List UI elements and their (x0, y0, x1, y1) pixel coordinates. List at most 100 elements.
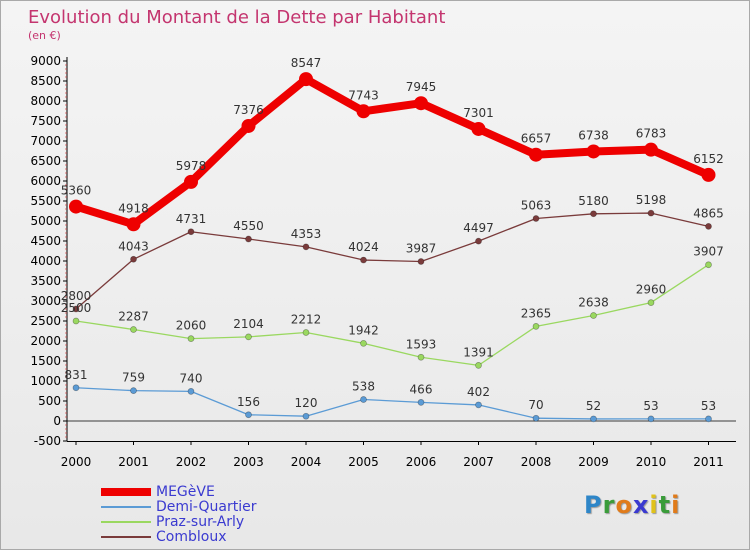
data-point (72, 305, 80, 313)
y-tick-label: 3500 (30, 274, 61, 288)
data-label: 2104 (233, 317, 264, 331)
y-tick-label: 2000 (30, 334, 61, 348)
data-label: 831 (65, 368, 88, 382)
data-label: 53 (701, 399, 716, 413)
data-point (475, 362, 482, 369)
y-tick-label: 1500 (30, 354, 61, 368)
data-label: 6657 (521, 132, 552, 146)
data-label: 4497 (463, 221, 494, 235)
data-label: 4865 (693, 206, 724, 220)
data-point (471, 121, 486, 136)
legend-item: Praz-sur-Arly (101, 514, 401, 530)
data-label: 4731 (176, 212, 207, 226)
axes: -500050010001500200025003000350040004500… (30, 54, 736, 469)
legend-label: Combloux (156, 529, 227, 545)
data-label: 538 (352, 379, 375, 393)
data-label: 2287 (118, 310, 149, 324)
data-point (590, 415, 597, 423)
data-point (360, 339, 367, 347)
legend-swatch (101, 506, 151, 508)
data-point (187, 335, 195, 342)
x-tick-label: 2001 (118, 455, 149, 469)
data-label: 3907 (693, 245, 724, 259)
data-point (705, 415, 712, 423)
y-tick-label: 3000 (30, 294, 61, 308)
data-label: 1942 (348, 323, 379, 337)
x-tick-label: 2007 (463, 455, 494, 469)
data-label: 1391 (463, 345, 494, 359)
x-tick-label: 2010 (636, 455, 667, 469)
x-tick-label: 2011 (693, 455, 724, 469)
legend-item: MEGèVE (101, 484, 401, 500)
data-point (586, 144, 601, 159)
data-point (245, 333, 252, 341)
data-point (590, 312, 597, 319)
data-label: 5063 (521, 198, 552, 212)
data-label: 4024 (348, 240, 379, 254)
data-point (130, 387, 137, 394)
logo-letter: x (632, 491, 650, 519)
x-tick-label: 2005 (348, 455, 379, 469)
data-label: 5180 (578, 194, 609, 208)
x-tick-label: 2009 (578, 455, 609, 469)
data-point (241, 118, 256, 133)
data-point (417, 353, 425, 361)
data-point (302, 412, 310, 420)
data-label: 156 (237, 395, 260, 409)
data-point (356, 104, 371, 119)
logo-letter: i (671, 491, 681, 519)
chart-title: Evolution du Montant de la Dette par Hab… (28, 7, 446, 28)
y-tick-label: 5000 (30, 214, 61, 228)
logo-letter: o (615, 491, 633, 519)
legend-label: Praz-sur-Arly (156, 514, 245, 530)
data-label: 3987 (406, 242, 437, 256)
data-point (532, 323, 540, 330)
data-point (302, 243, 310, 251)
legend-label: MEGèVE (156, 484, 215, 500)
data-label: 740 (180, 371, 203, 385)
chart-unit: (en €) (28, 29, 61, 42)
data-point (417, 399, 425, 406)
series-layer (69, 72, 716, 423)
proxiti-logo: Proxiti (584, 491, 680, 519)
legend-item: Combloux (101, 529, 401, 545)
data-point (532, 414, 540, 422)
y-tick-label: 1000 (30, 374, 61, 388)
series-line-3 (75, 212, 710, 310)
y-tick-label: 7500 (30, 114, 61, 128)
data-label: 2638 (578, 295, 609, 309)
data-label: 759 (122, 371, 145, 385)
data-point (529, 147, 543, 162)
data-label: 1593 (406, 337, 437, 351)
data-label: 2500 (61, 301, 92, 315)
data-label: 6783 (636, 127, 667, 141)
data-point (69, 199, 83, 214)
data-label: 4918 (118, 201, 149, 215)
data-point (130, 326, 137, 333)
data-point (130, 255, 137, 263)
logo-letter: r (602, 491, 616, 519)
data-point (72, 384, 80, 392)
data-point (647, 209, 655, 217)
data-label: 2800 (61, 289, 92, 303)
y-tick-label: 4000 (30, 254, 61, 268)
x-tick-label: 2003 (233, 455, 264, 469)
legend-item: Demi-Quartier (101, 499, 401, 515)
data-point (126, 217, 141, 232)
data-label: 53 (643, 399, 658, 413)
legend: MEGèVE Demi-Quartier Praz-sur-Arly Combloux (101, 484, 401, 545)
y-tick-label: 6000 (30, 174, 61, 188)
y-tick-label: 6500 (30, 154, 61, 168)
legend-swatch (101, 488, 151, 496)
data-labels-layer: 5360 4918 5978 7376 8547 7743 7945 7301 6657 6738… (61, 56, 724, 413)
data-point (705, 261, 712, 269)
data-label: 4043 (118, 239, 149, 253)
data-label: 6152 (693, 152, 724, 166)
logo-letter: P (584, 491, 603, 519)
data-point (647, 415, 655, 423)
x-tick-label: 2008 (521, 455, 552, 469)
data-label: 7301 (463, 106, 494, 120)
data-label: 7376 (233, 103, 264, 117)
data-label: 4550 (233, 219, 264, 233)
